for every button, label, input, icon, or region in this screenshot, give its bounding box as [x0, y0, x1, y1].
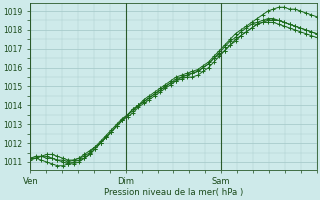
- X-axis label: Pression niveau de la mer( hPa ): Pression niveau de la mer( hPa ): [104, 188, 243, 197]
